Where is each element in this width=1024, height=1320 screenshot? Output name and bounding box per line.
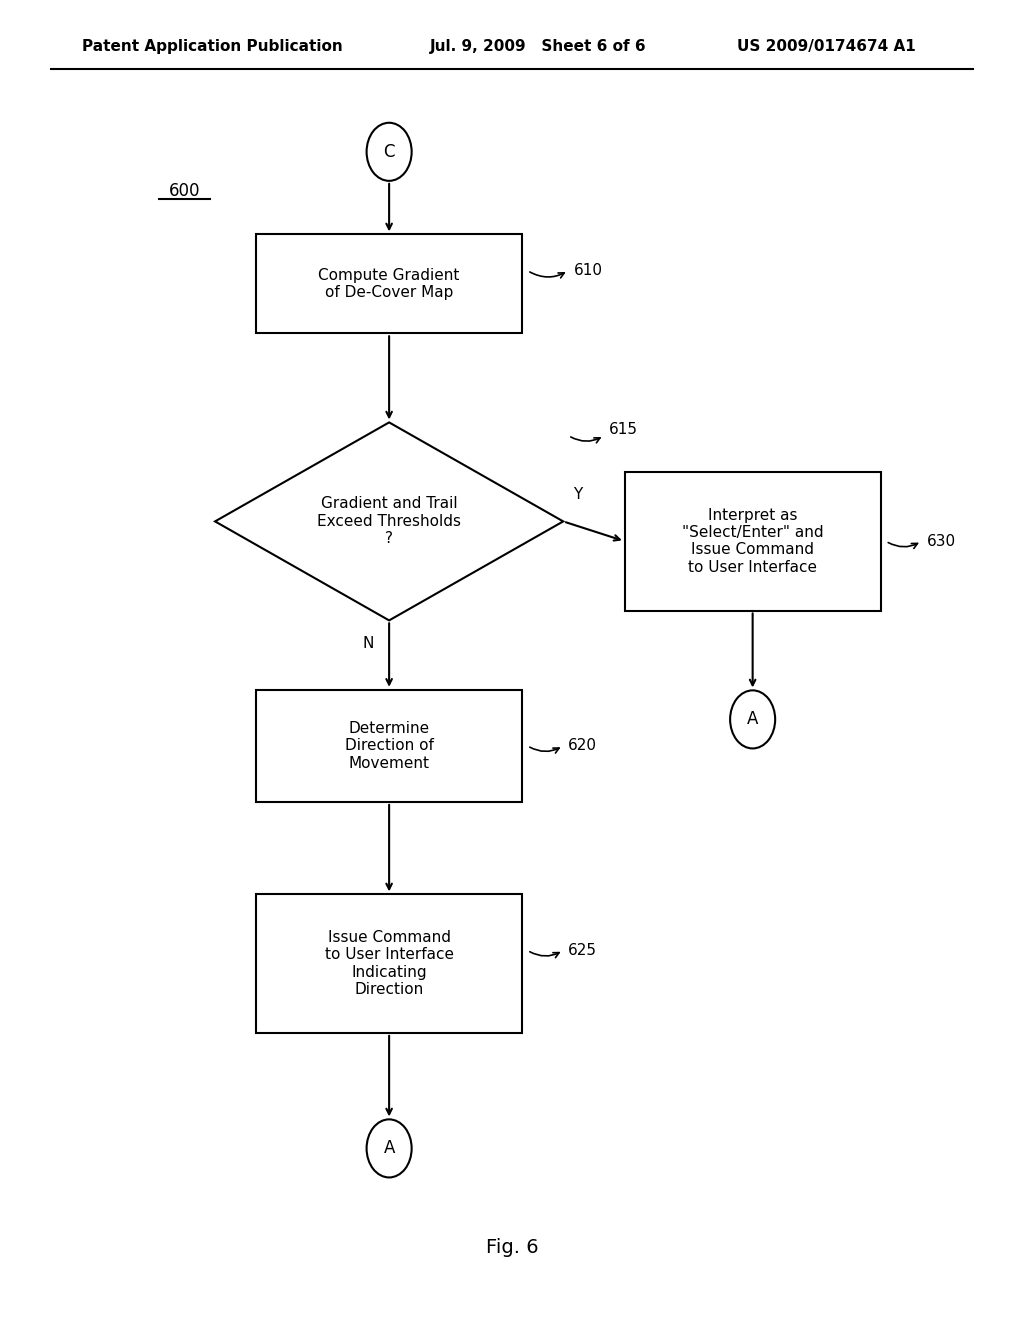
- Circle shape: [367, 123, 412, 181]
- Text: US 2009/0174674 A1: US 2009/0174674 A1: [737, 38, 916, 54]
- Polygon shape: [215, 422, 563, 620]
- Text: 620: 620: [568, 738, 597, 754]
- Text: N: N: [362, 636, 375, 651]
- Text: Interpret as
"Select/Enter" and
Issue Command
to User Interface: Interpret as "Select/Enter" and Issue Co…: [682, 508, 823, 574]
- Text: 630: 630: [927, 533, 955, 549]
- Text: Jul. 9, 2009   Sheet 6 of 6: Jul. 9, 2009 Sheet 6 of 6: [430, 38, 647, 54]
- FancyBboxPatch shape: [256, 895, 522, 1032]
- Text: Issue Command
to User Interface
Indicating
Direction: Issue Command to User Interface Indicati…: [325, 931, 454, 997]
- FancyBboxPatch shape: [256, 689, 522, 801]
- Text: Fig. 6: Fig. 6: [485, 1238, 539, 1257]
- Text: Y: Y: [573, 487, 583, 502]
- Text: 615: 615: [609, 421, 638, 437]
- Text: C: C: [383, 143, 395, 161]
- Text: A: A: [746, 710, 759, 729]
- Text: Gradient and Trail
Exceed Thresholds
?: Gradient and Trail Exceed Thresholds ?: [317, 496, 461, 546]
- Text: Compute Gradient
of De-Cover Map: Compute Gradient of De-Cover Map: [318, 268, 460, 300]
- Circle shape: [730, 690, 775, 748]
- Text: Determine
Direction of
Movement: Determine Direction of Movement: [345, 721, 433, 771]
- Text: A: A: [383, 1139, 395, 1158]
- FancyBboxPatch shape: [625, 473, 881, 610]
- Text: Patent Application Publication: Patent Application Publication: [82, 38, 343, 54]
- Circle shape: [367, 1119, 412, 1177]
- Text: 600: 600: [169, 182, 200, 201]
- FancyBboxPatch shape: [256, 235, 522, 333]
- Text: 625: 625: [568, 942, 597, 958]
- Text: 610: 610: [573, 263, 602, 279]
